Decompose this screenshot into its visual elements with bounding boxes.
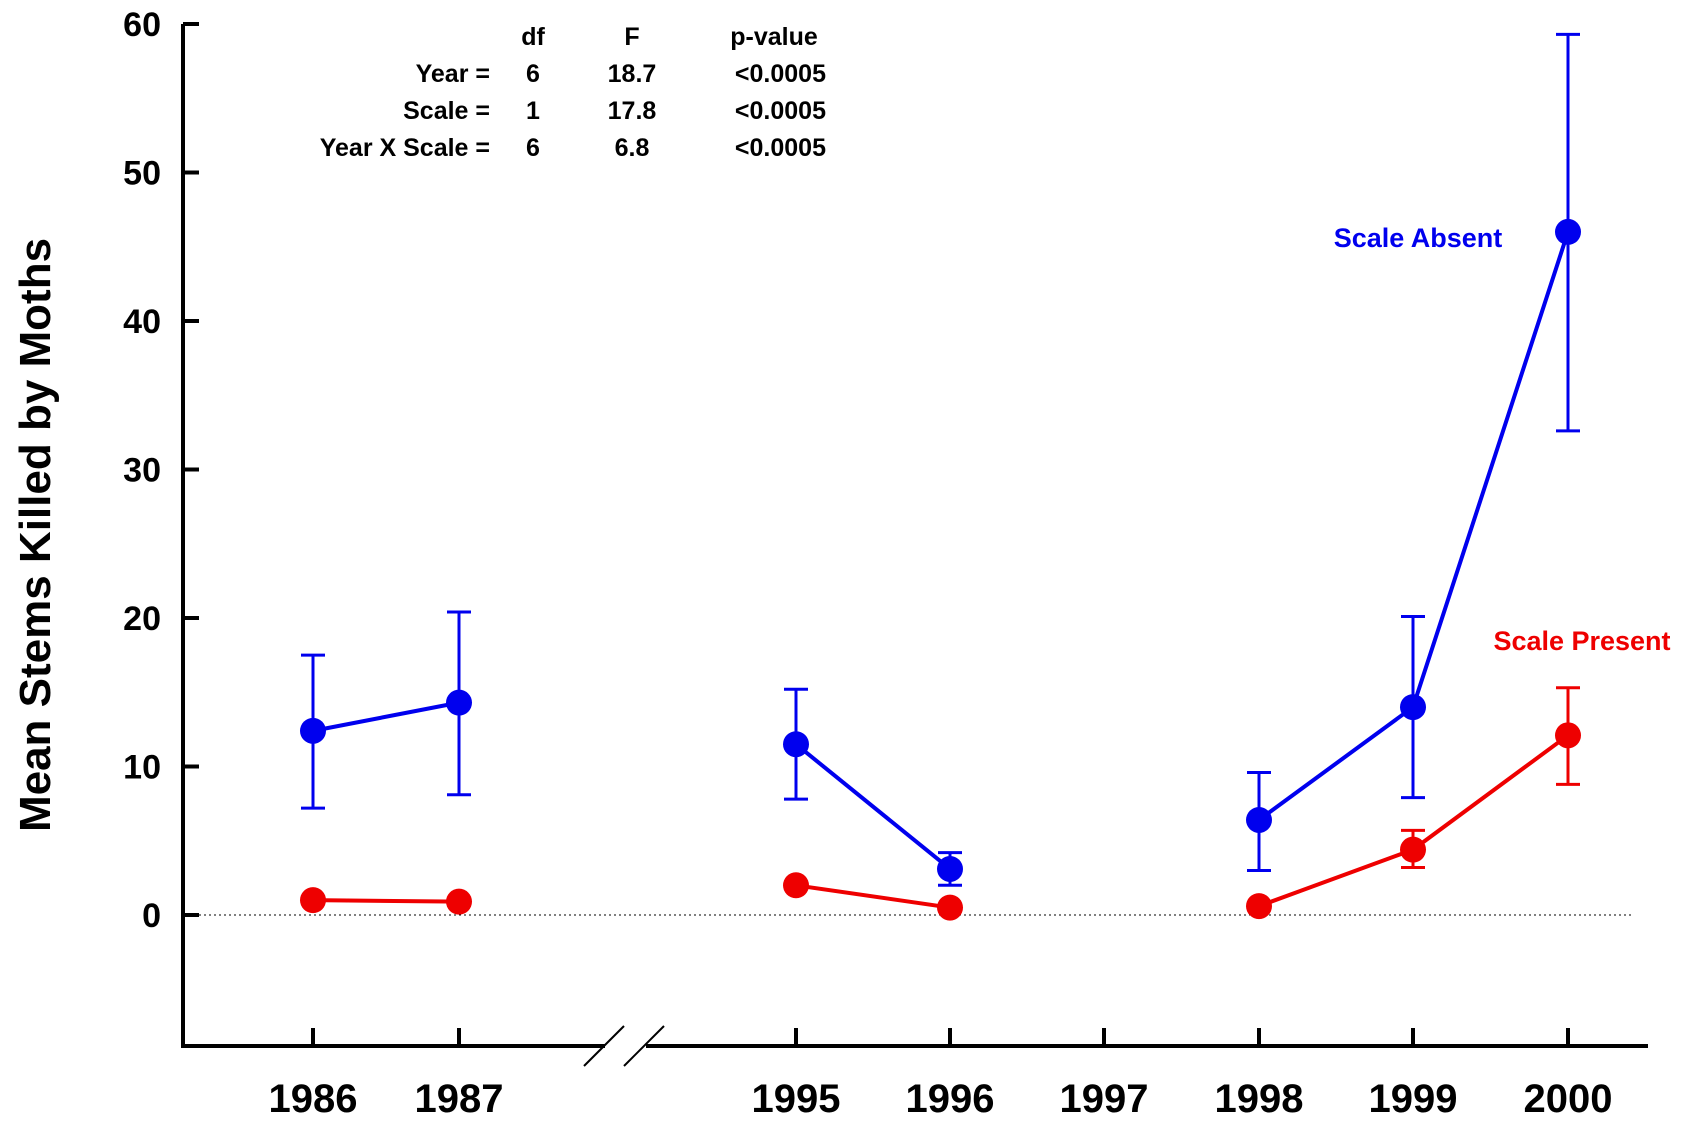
stats-cell: <0.0005 [735, 97, 826, 125]
data-point [1400, 694, 1426, 721]
axis-break-mark [583, 1025, 625, 1067]
stats-cell: 1 [526, 97, 540, 125]
y-axis-label: Mean Stems Killed by Moths [11, 238, 60, 832]
stats-header: F [624, 23, 639, 51]
x-tick-label: 1997 [1060, 1077, 1149, 1121]
data-point [1555, 218, 1581, 245]
stats-header: df [521, 23, 545, 51]
series-line [312, 898, 460, 904]
data-point [1400, 836, 1426, 863]
stats-cell: 6 [526, 60, 540, 88]
stats-cell: <0.0005 [735, 60, 826, 88]
y-tick-label: 40 [123, 303, 161, 341]
data-point [446, 888, 472, 915]
y-tick-label: 10 [123, 749, 161, 787]
data-point [1246, 806, 1272, 833]
data-point [937, 894, 963, 921]
series-line [312, 700, 460, 733]
x-tick-label: 2000 [1524, 1077, 1613, 1121]
data-point [783, 731, 809, 758]
data-point [1555, 722, 1581, 749]
stats-cell: 18.7 [608, 60, 657, 88]
stats-cell: Scale = [403, 97, 490, 125]
x-tick-label: 1998 [1215, 1077, 1304, 1121]
data-point [783, 872, 809, 899]
data-point [446, 689, 472, 716]
y-tick-label: 30 [123, 452, 161, 490]
data-point [937, 855, 963, 882]
stats-cell: 17.8 [608, 97, 657, 125]
stats-cell: <0.0005 [735, 134, 826, 162]
y-tick-label: 60 [123, 6, 161, 44]
y-tick-label: 0 [142, 897, 161, 935]
series-scale-present: Scale Present [300, 626, 1671, 921]
x-tick-label: 1999 [1369, 1077, 1458, 1121]
series-layer: Scale Absent Scale Present [300, 32, 1671, 921]
series-line [795, 883, 951, 910]
x-tick-label: 1986 [269, 1077, 358, 1121]
data-point [1246, 893, 1272, 920]
stats-cell: Year X Scale = [320, 134, 490, 162]
axes: 0 10 20 30 40 50 60 1986 1987 1995 1996 1997 1998 199… [123, 6, 1648, 1121]
stats-cell: 6 [526, 134, 540, 162]
series-scale-absent: Scale Absent [300, 32, 1581, 887]
stats-cell: Year = [416, 60, 490, 88]
series-label: Scale Present [1493, 626, 1670, 656]
data-point [300, 887, 326, 914]
y-tick-label: 20 [123, 600, 161, 638]
axis-break-mark [623, 1025, 665, 1067]
series-line [794, 742, 952, 871]
stats-header: p-value [730, 23, 818, 51]
x-tick-label: 1996 [906, 1077, 995, 1121]
x-tick-label: 1987 [415, 1077, 504, 1121]
x-tick-label: 1995 [752, 1077, 841, 1121]
y-axis-label-group: Mean Stems Killed by Moths [11, 238, 60, 832]
data-point [300, 717, 326, 744]
stats-cell: 6.8 [615, 134, 650, 162]
series-label: Scale Absent [1334, 223, 1503, 253]
y-tick-label: 50 [123, 155, 161, 193]
